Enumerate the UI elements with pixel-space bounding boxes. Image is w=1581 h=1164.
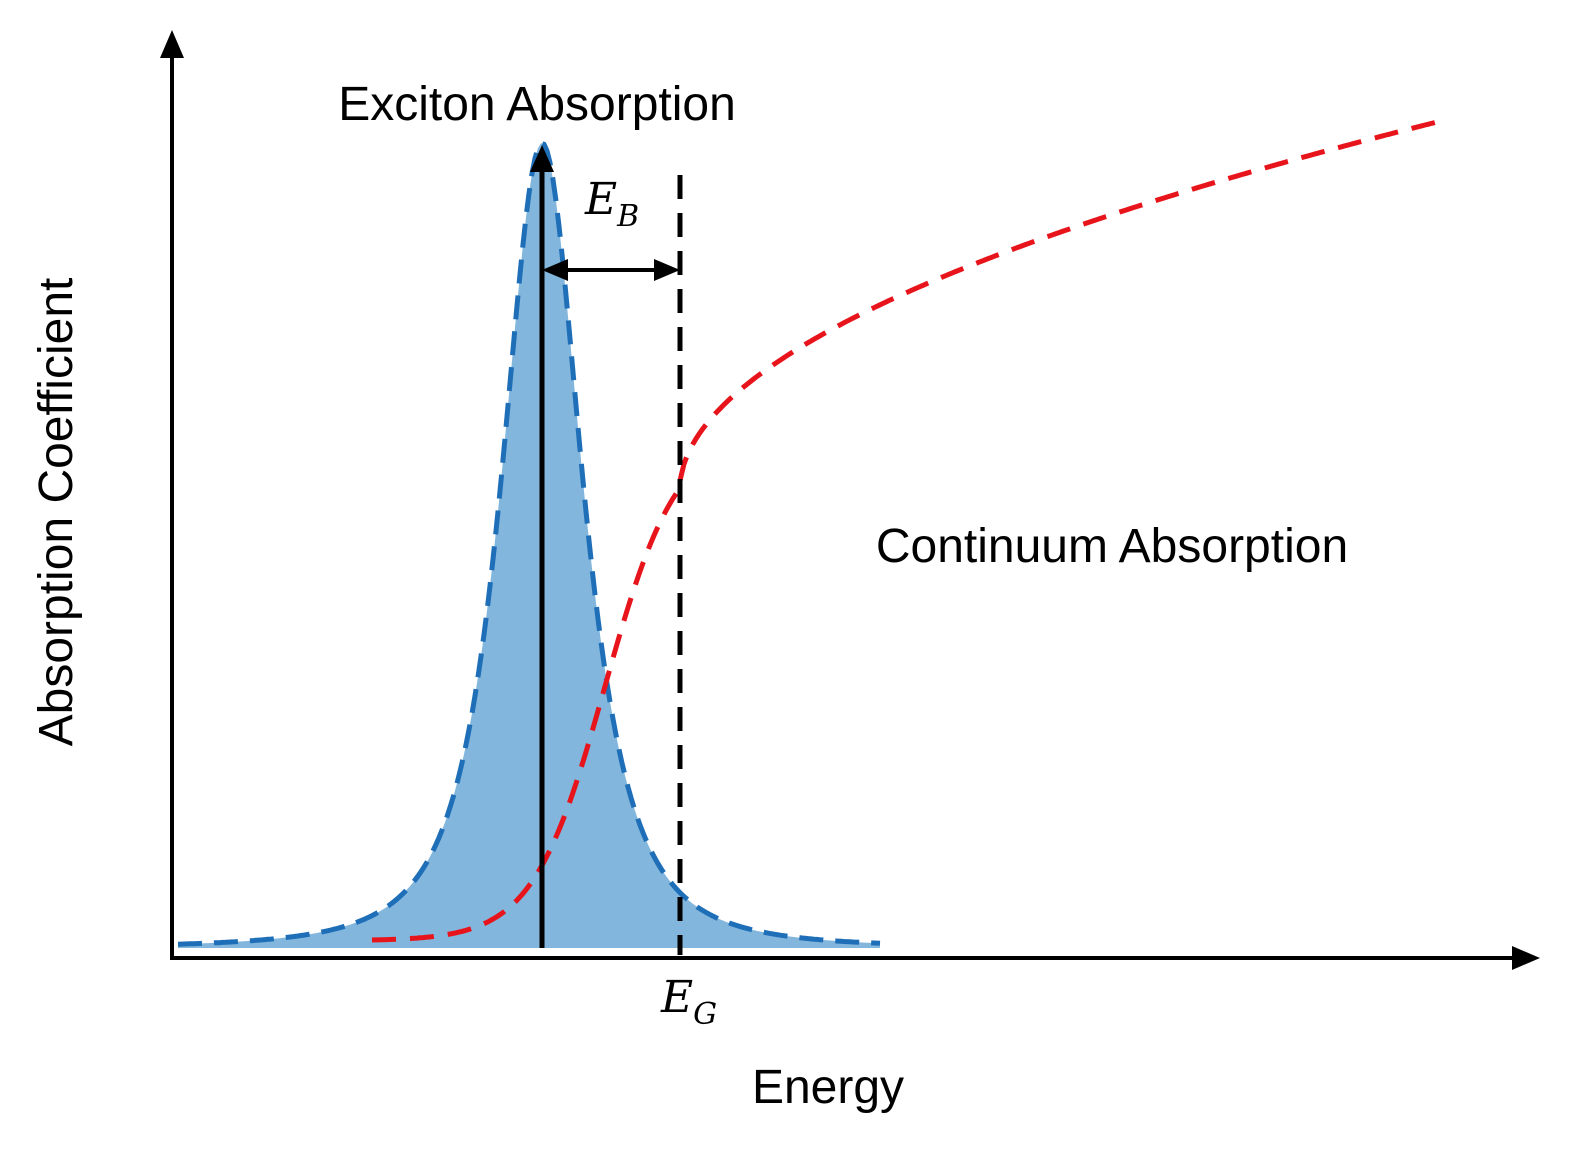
y-axis-label: Absorption Coefficient: [30, 278, 83, 747]
exciton-peak-fill: [178, 143, 880, 949]
band-gap-label: EG: [660, 972, 717, 1032]
binding-energy-symbol: E: [584, 174, 617, 225]
x-axis-arrowhead: [1512, 946, 1540, 970]
band-gap-symbol: E: [660, 972, 693, 1023]
axes: [160, 30, 1540, 970]
x-axis-label: Energy: [752, 1061, 904, 1114]
continuum-absorption-label: Continuum Absorption: [876, 520, 1348, 573]
y-axis-arrowhead: [160, 30, 184, 58]
binding-energy-arrow: [542, 259, 680, 281]
exciton-peak-arrow: [530, 145, 554, 948]
continuum-absorption-curve: [371, 118, 1444, 943]
binding-energy-label: EB: [584, 174, 639, 234]
band-gap-subscript: G: [693, 997, 717, 1032]
exciton-absorption-label: Exciton Absorption: [338, 78, 736, 131]
exciton-peak-outline: [177, 140, 881, 947]
binding-energy-subscript: B: [616, 199, 639, 234]
